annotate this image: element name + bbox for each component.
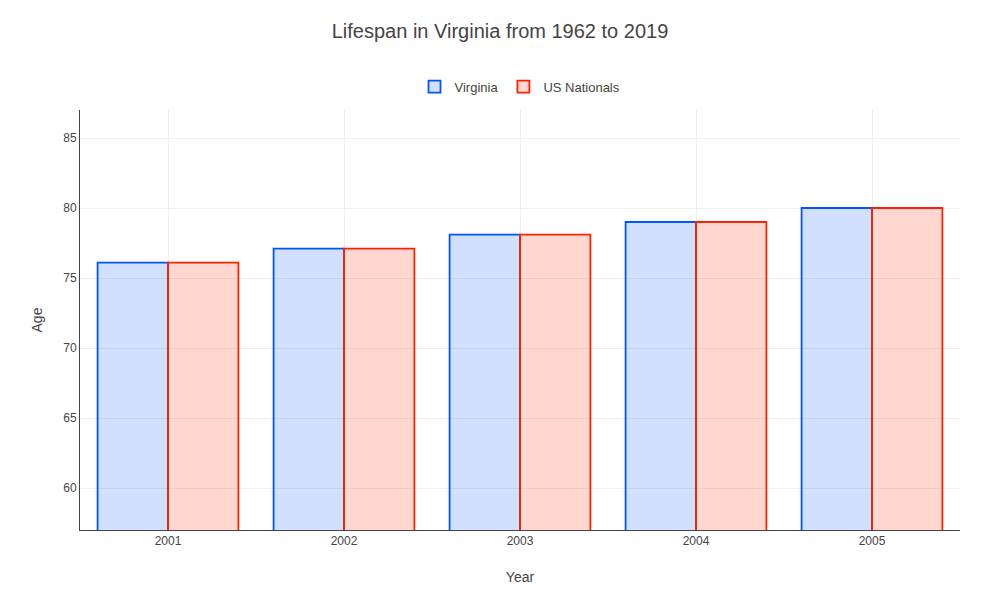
- svg-text:Lifespan in Virginia from 1962: Lifespan in Virginia from 1962 to 2019: [332, 20, 669, 42]
- svg-text:85: 85: [63, 131, 77, 145]
- svg-text:70: 70: [63, 341, 77, 355]
- svg-text:Age: Age: [29, 307, 45, 332]
- svg-text:60: 60: [63, 481, 77, 495]
- svg-text:US Nationals: US Nationals: [543, 80, 619, 95]
- svg-text:65: 65: [63, 411, 77, 425]
- svg-text:Year: Year: [506, 569, 535, 585]
- svg-text:2004: 2004: [683, 534, 710, 548]
- svg-text:80: 80: [63, 201, 77, 215]
- svg-text:2005: 2005: [859, 534, 886, 548]
- svg-text:75: 75: [63, 271, 77, 285]
- svg-text:2003: 2003: [507, 534, 534, 548]
- svg-text:2002: 2002: [331, 534, 358, 548]
- svg-text:Virginia: Virginia: [455, 80, 499, 95]
- svg-text:2001: 2001: [155, 534, 182, 548]
